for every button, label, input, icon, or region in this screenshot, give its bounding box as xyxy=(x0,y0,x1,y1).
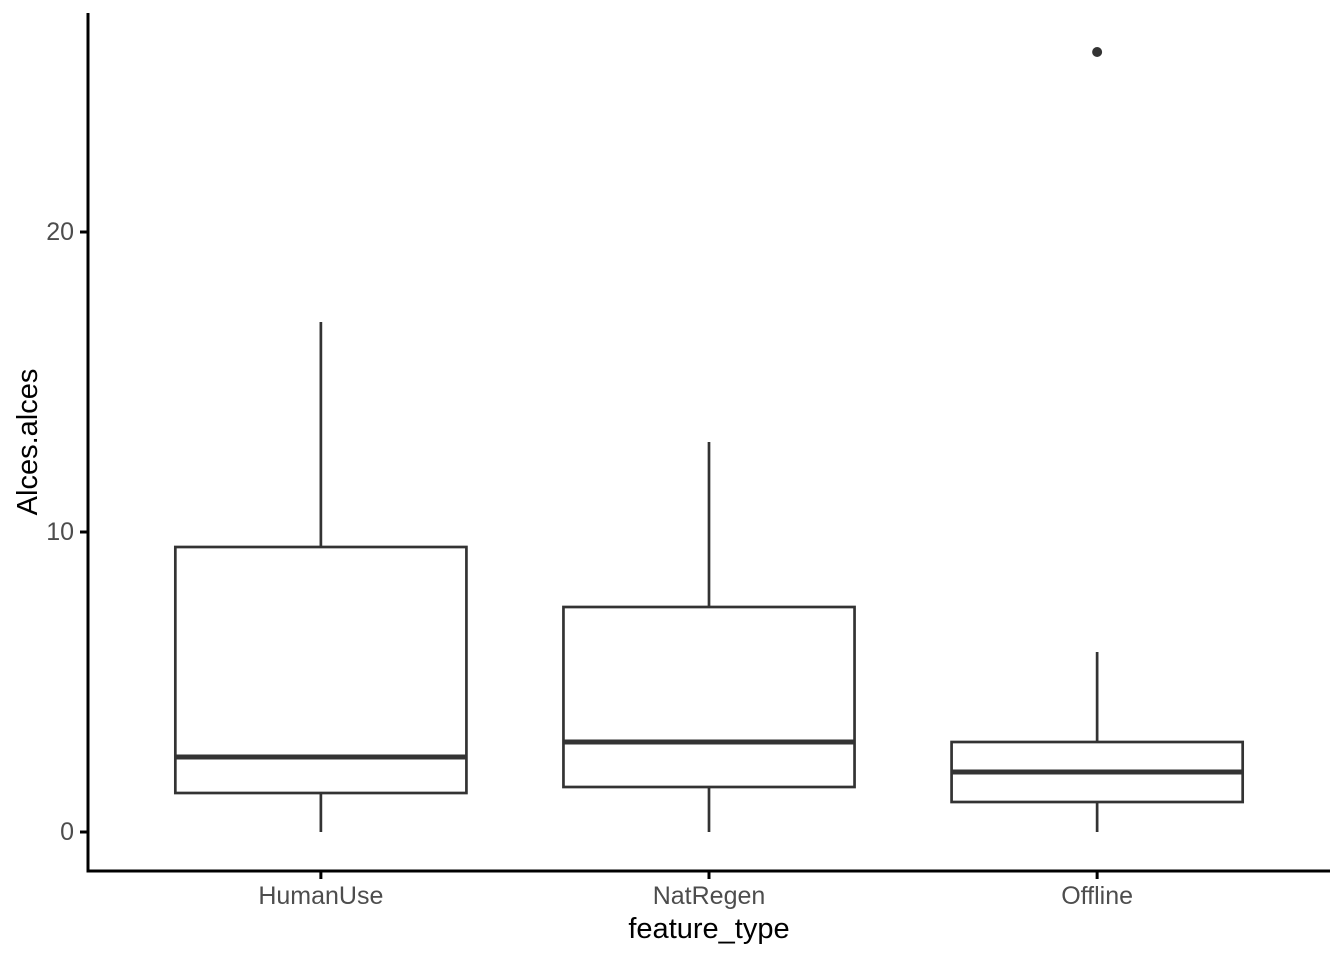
outlier-point-Offline xyxy=(1092,47,1103,57)
y-tick-label: 20 xyxy=(46,218,74,246)
x-tick-label-HumanUse: HumanUse xyxy=(258,882,384,910)
x-axis-title: feature_type xyxy=(628,913,790,945)
y-tick-label: 10 xyxy=(46,518,74,546)
y-tick-label: 0 xyxy=(60,818,74,846)
y-axis-title: Alces.alces xyxy=(12,368,44,516)
box-HumanUse xyxy=(173,545,468,795)
x-tick-label-NatRegen: NatRegen xyxy=(652,882,766,910)
x-tick-label-Offline: Offline xyxy=(1061,882,1134,910)
box-NatRegen xyxy=(562,605,856,789)
